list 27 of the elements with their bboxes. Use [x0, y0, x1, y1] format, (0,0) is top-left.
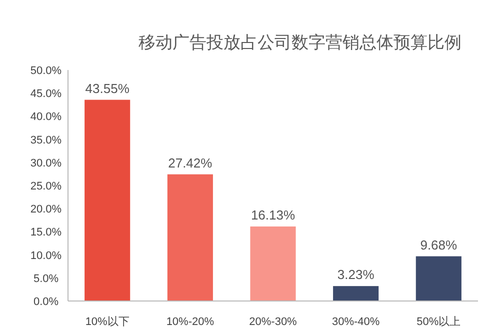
data-label: 3.23%: [337, 267, 375, 282]
data-label: 16.13%: [250, 207, 296, 222]
y-tick-label: 0.0%: [33, 296, 59, 308]
y-tick-label: 5.0%: [33, 272, 59, 285]
y-tick-label: 45.0%: [30, 88, 62, 100]
data-label: 9.68%: [420, 237, 458, 252]
bar: [84, 100, 130, 301]
bar: [416, 256, 462, 301]
y-tick-label: 10.0%: [30, 250, 62, 262]
x-tick-label: 30%-40%: [332, 316, 380, 328]
y-tick-label: 25.0%: [30, 180, 62, 192]
x-tick-label: 20%-30%: [249, 316, 298, 328]
bar: [250, 226, 296, 301]
data-label: 43.55%: [85, 80, 130, 96]
y-tick-label: 35.0%: [30, 134, 62, 146]
y-tick-label: 30.0%: [30, 157, 62, 170]
x-tick-label: 10%-20%: [166, 316, 214, 328]
x-tick-label: 10%以下: [85, 315, 130, 328]
y-tick-label: 15.0%: [30, 226, 62, 239]
x-tick-label: 50%以上: [416, 315, 461, 328]
y-tick-label: 40.0%: [30, 111, 62, 124]
bar: [333, 286, 379, 301]
data-label: 27.42%: [168, 155, 213, 170]
y-tick-label: 20.0%: [30, 204, 62, 216]
bar: [167, 174, 213, 301]
y-tick-label: 50.0%: [30, 65, 62, 77]
chart-title: 移动广告投放占公司数字营销总体预算比例: [138, 33, 462, 52]
